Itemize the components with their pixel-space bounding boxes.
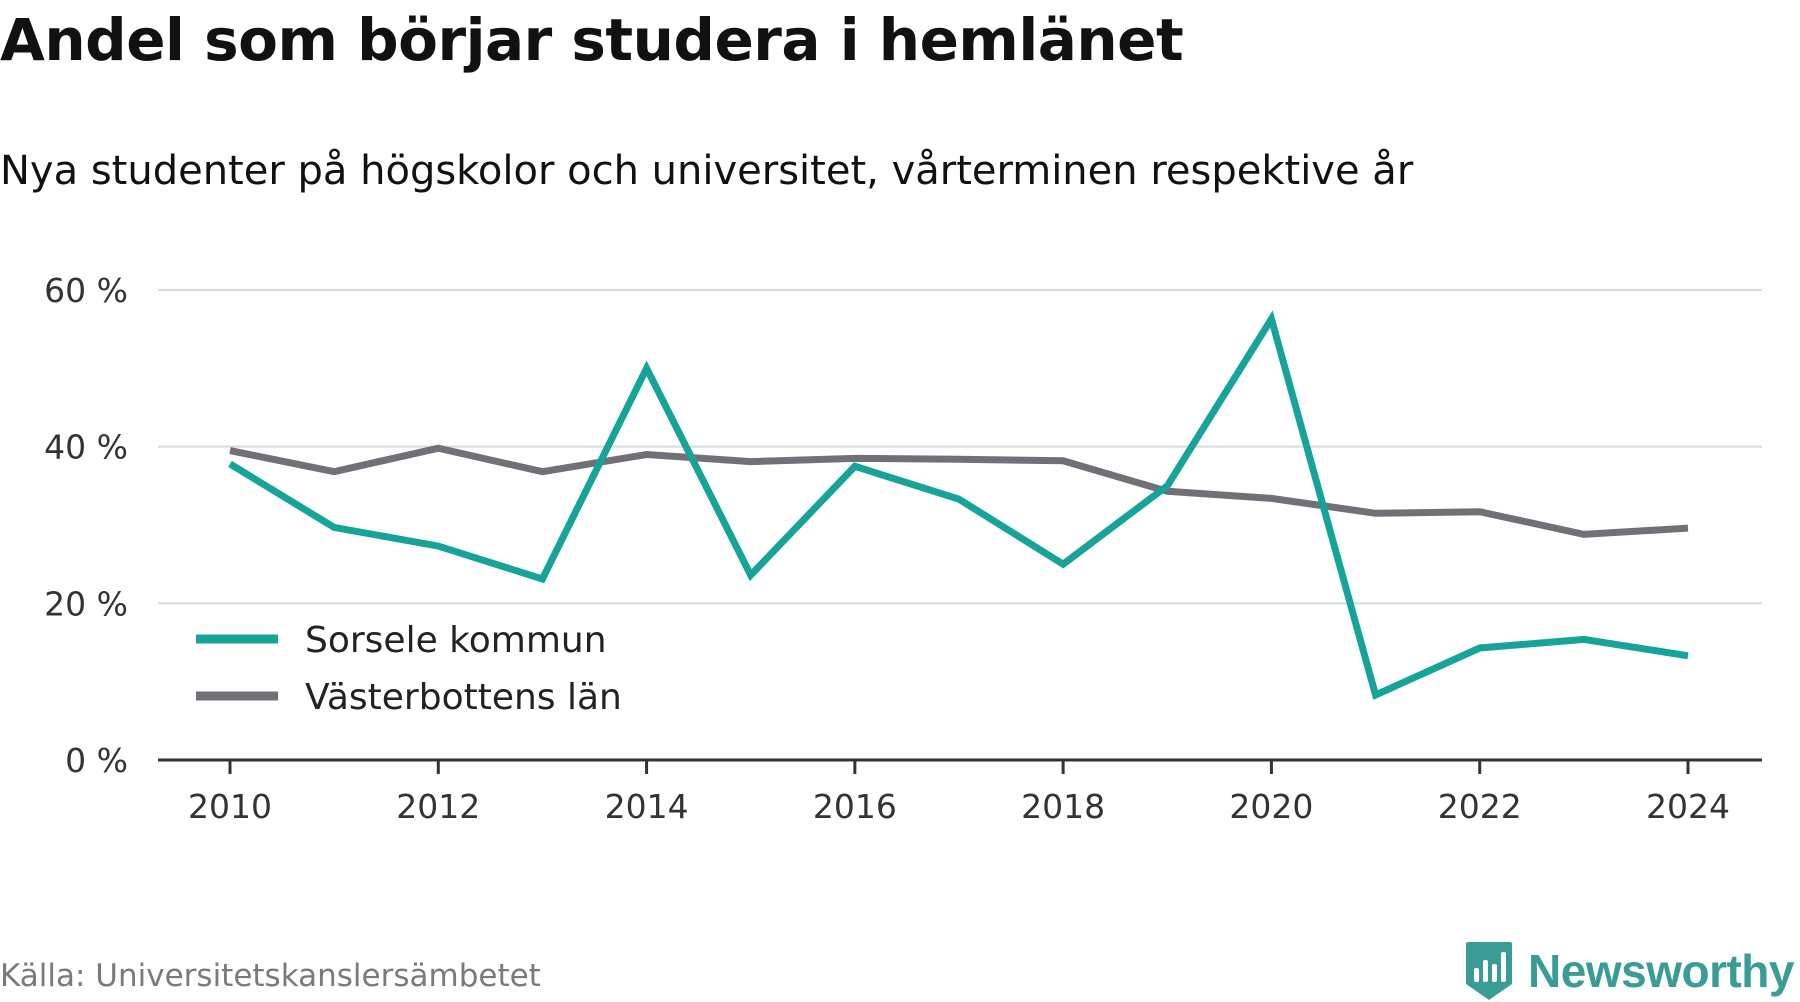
bar-chart-shield-icon [1466,942,1513,1000]
x-tick-label: 2010 [188,787,272,826]
y-tick-label: 60 % [44,271,128,310]
legend: Sorsele kommun Västerbottens län [196,620,622,718]
gridlines [158,289,1762,605]
x-tick-label: 2014 [605,787,689,826]
x-tick-label: 2024 [1646,787,1730,826]
x-tick-label: 2018 [1021,787,1105,826]
x-tick-label: 2022 [1438,787,1522,826]
chart-subtitle: Nya studenter på högskolor och universit… [0,148,1414,194]
series-lines [228,310,1689,700]
x-axis: 2010 2012 2014 2016 2018 2020 2022 2024 [158,758,1762,826]
y-tick-label: 40 % [44,428,128,467]
x-tick-label: 2012 [396,787,480,826]
series-line-sorsele-kommun [228,310,1689,700]
source-note: Källa: Universitetskanslersämbetet [0,958,541,994]
y-tick-label: 0 % [65,741,128,780]
brand-name: Newsworthy [1528,945,1794,997]
y-axis-tick-labels: 0 % 20 % 40 % 60 % [44,271,128,780]
chart-title: Andel som börjar studera i hemlänet [0,6,1184,74]
brand-logo: Newsworthy [1464,940,1794,1002]
y-tick-label: 20 % [44,584,128,623]
legend-label: Västerbottens län [305,677,622,718]
x-tick-label: 2020 [1229,787,1313,826]
legend-label: Sorsele kommun [305,620,607,661]
x-tick-label: 2016 [813,787,897,826]
series-line-v-sterbottens-l-n [229,444,1689,538]
